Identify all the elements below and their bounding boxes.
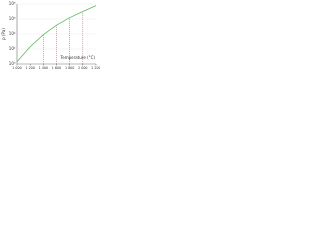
x-tick-label: 1 600 [52,66,61,70]
x-tick-label: 1 800 [65,66,74,70]
x-axis-label: Temperature (°C) [59,55,95,60]
y-tick-label: 10⁴ [9,31,16,36]
y-tick-label: 10⁰ [9,61,16,66]
x-tick-label: 1 400 [39,66,48,70]
y-tick-label: 10⁸ [9,1,16,6]
chart: Temperature (°C) p (Pa) 10⁰ 10² 10⁴ 10⁶ 10⁸ 1… [1,1,100,70]
x-tick-label: 1 000 [12,66,21,70]
line-series [16,5,97,63]
x-tick-label: 2 200 [91,66,100,70]
page: {"chart_data": {"type": "line", "x_label… [0,0,320,77]
y-tick-label: 10⁶ [9,16,16,21]
x-tick-label: 2 000 [78,66,87,70]
y-tick-label: 10² [9,46,16,51]
x-tick-label: 1 200 [25,66,34,70]
y-axis-label: p (Pa) [1,28,6,40]
